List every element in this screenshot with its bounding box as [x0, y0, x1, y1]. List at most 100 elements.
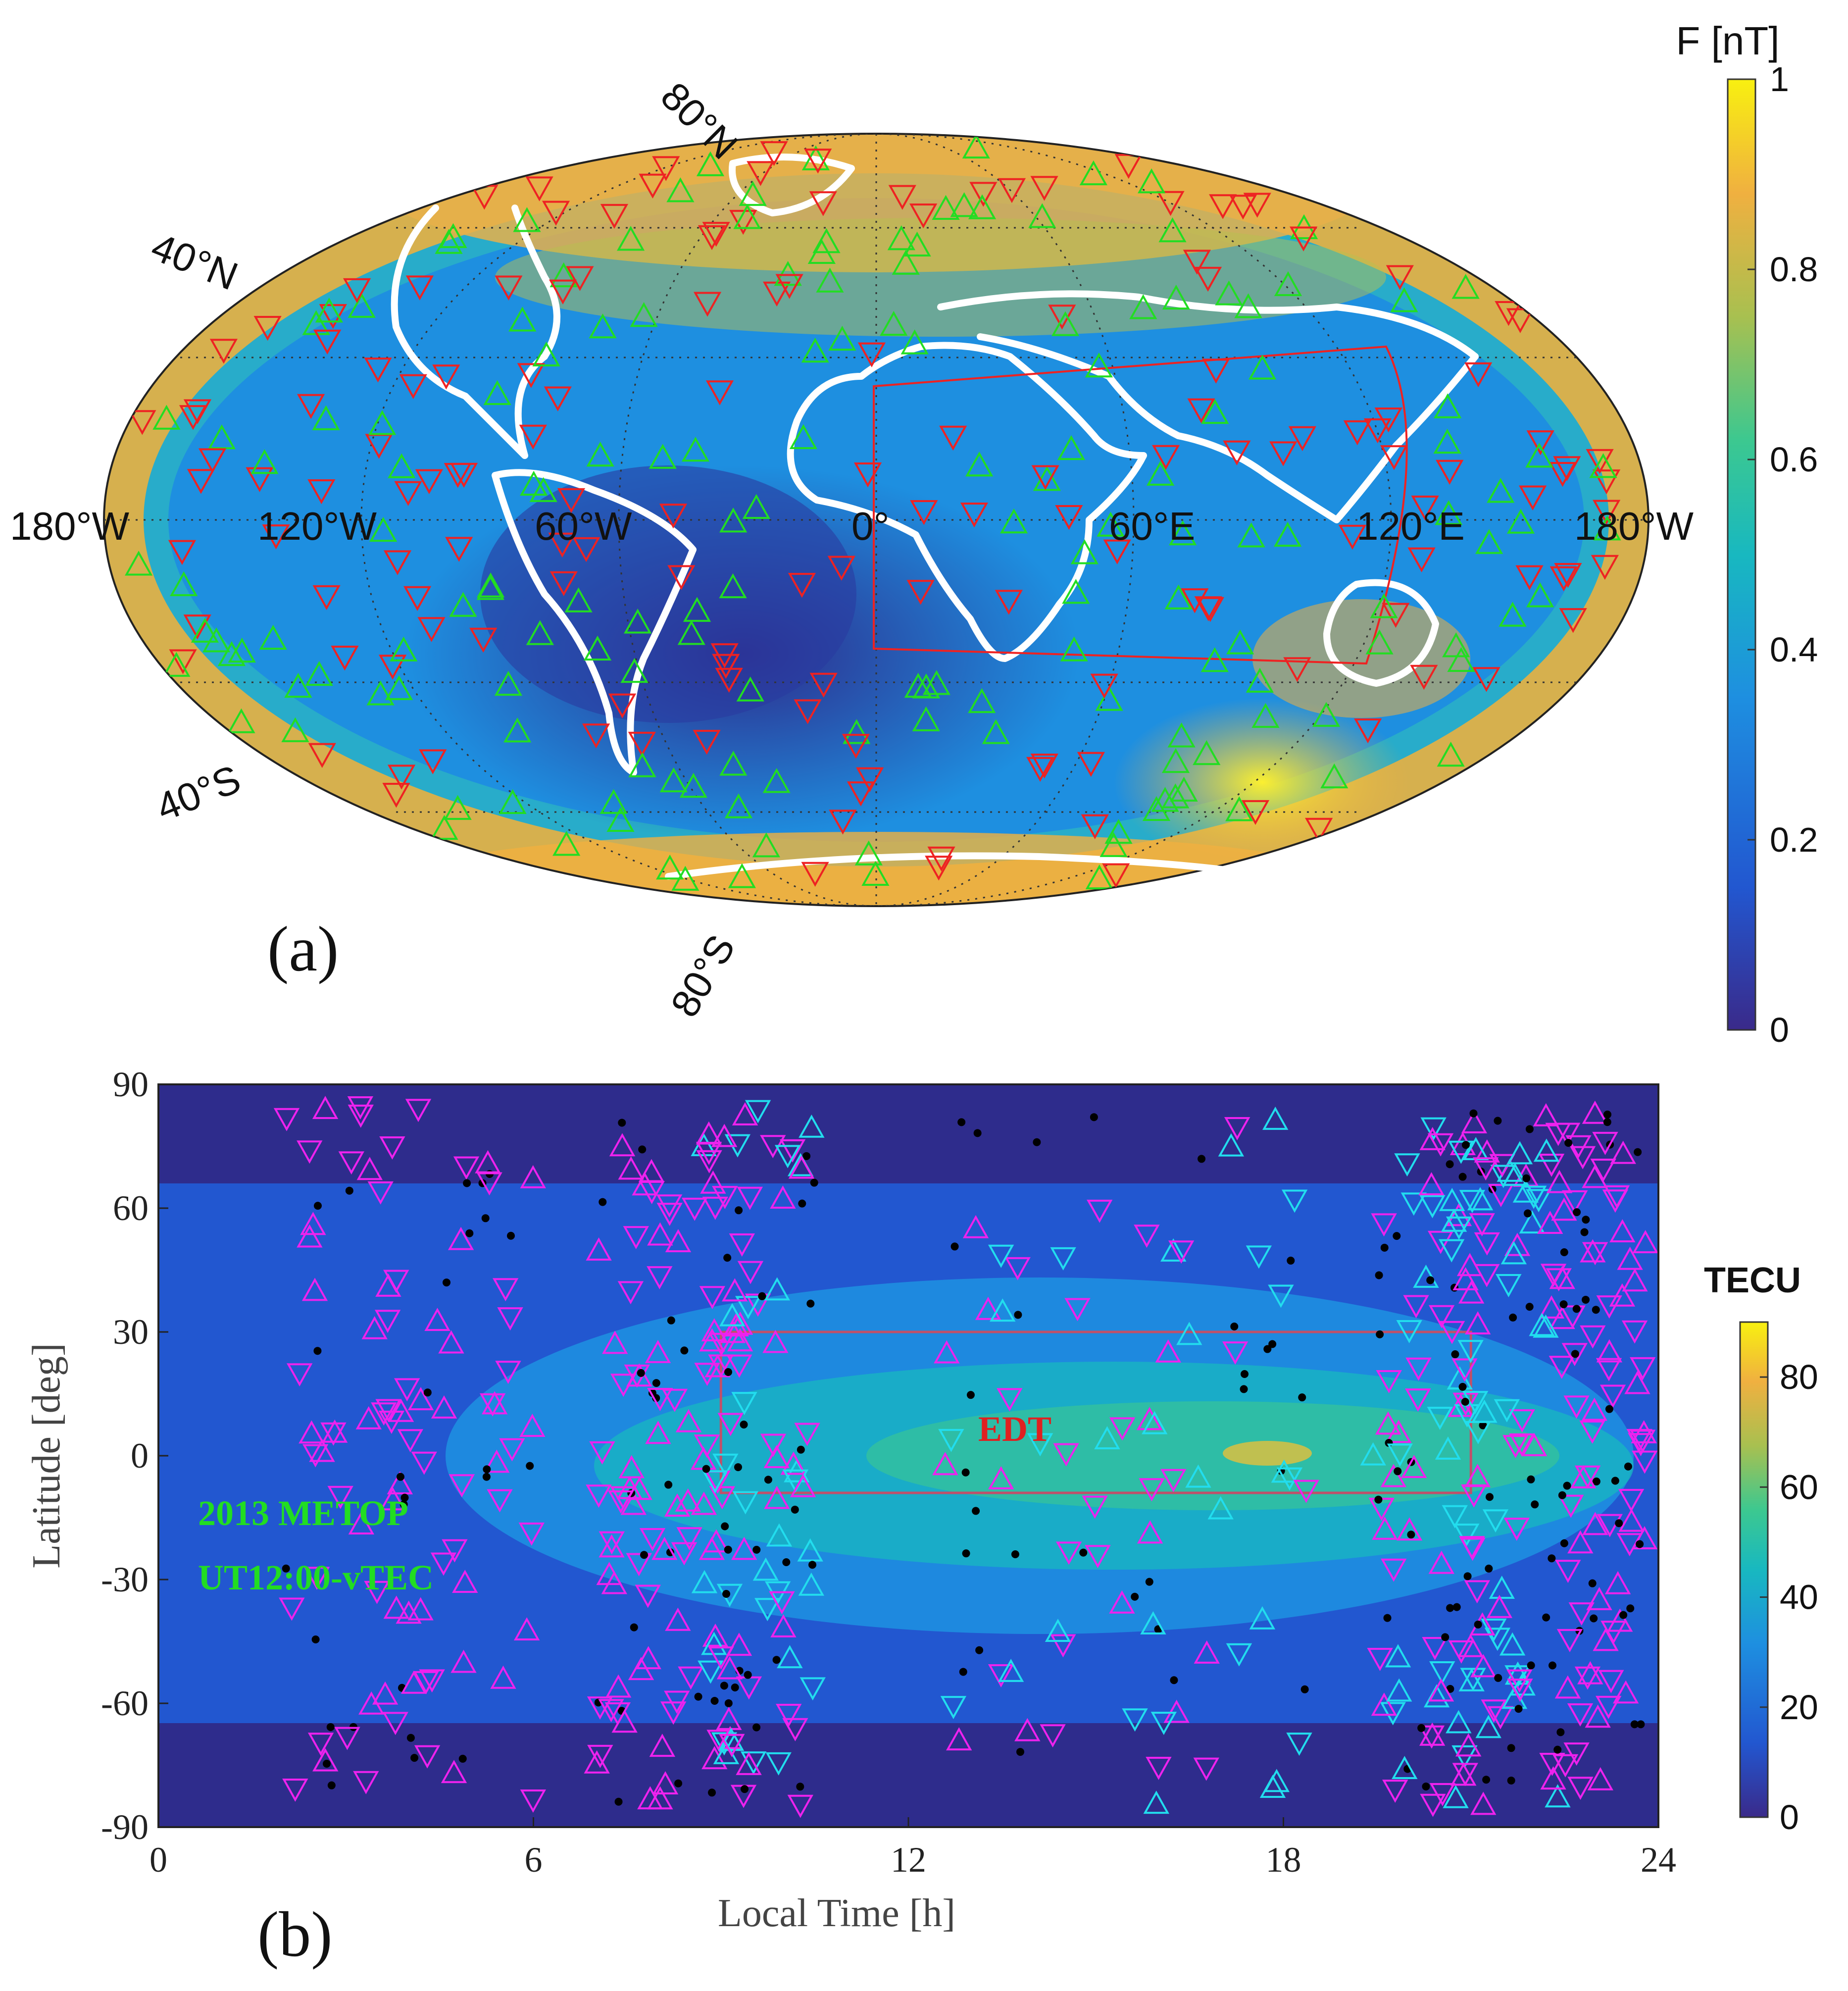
magenta-triangle — [520, 1165, 546, 1188]
red-down-marker — [827, 556, 855, 581]
label-40s: 40°S — [150, 757, 247, 830]
green-up-marker — [281, 717, 309, 742]
green-up-marker — [259, 624, 287, 650]
magenta-triangle — [1375, 1411, 1401, 1435]
green-up-marker — [880, 310, 908, 336]
metop-annotation: 2013 METOP — [198, 1493, 408, 1533]
colorbar-a: F [nT] 0 0.2 0.4 0.6 0.8 1 — [1676, 19, 1818, 1049]
magenta-triangle — [1622, 1268, 1648, 1292]
colorbar-a-tick-label: 0.4 — [1770, 630, 1818, 669]
magenta-triangle — [1609, 1283, 1636, 1307]
magenta-triangle — [1631, 1526, 1658, 1549]
magenta-triangle — [1376, 1370, 1402, 1393]
cyan-triangle — [1467, 1187, 1494, 1211]
magenta-triangle — [694, 1363, 720, 1386]
magenta-triangle — [1554, 1675, 1581, 1699]
red-down-marker — [262, 524, 290, 550]
magenta-triangle — [716, 1656, 743, 1680]
green-up-marker — [774, 260, 802, 286]
green-up-marker — [962, 134, 990, 159]
green-up-marker — [1099, 832, 1128, 857]
black-dot — [1507, 1776, 1515, 1785]
green-up-marker — [683, 597, 711, 622]
red-down-marker — [1202, 358, 1230, 384]
red-down-marker — [1196, 597, 1224, 622]
magenta-triangle — [1563, 1395, 1590, 1419]
red-down-marker — [1081, 814, 1109, 839]
magenta-triangle — [732, 1102, 758, 1125]
black-dot — [1624, 1462, 1632, 1471]
green-up-marker — [449, 592, 477, 617]
black-dot — [734, 1463, 742, 1472]
magenta-triangle — [321, 1419, 348, 1443]
magenta-triangle — [1580, 1325, 1606, 1349]
red-down-marker — [639, 173, 667, 199]
red-down-marker — [1411, 495, 1439, 521]
black-dot — [1011, 1550, 1019, 1558]
black-dot — [1461, 1141, 1470, 1149]
red-down-marker — [1548, 462, 1577, 487]
black-dot — [1441, 1633, 1449, 1641]
cyan-triangle — [799, 1677, 826, 1701]
magenta-triangle — [1598, 1670, 1624, 1693]
green-up-marker — [1589, 453, 1617, 478]
red-down-marker — [364, 357, 392, 383]
green-up-marker — [812, 228, 841, 254]
black-dot — [806, 1299, 815, 1308]
black-dot — [694, 1692, 702, 1701]
green-up-marker — [305, 661, 333, 686]
magenta-triangle — [1459, 1537, 1486, 1561]
black-dot — [1241, 1370, 1249, 1378]
magenta-triangle — [665, 1229, 692, 1252]
black-dot — [1458, 1173, 1467, 1181]
cyan-triangle — [1435, 1436, 1461, 1460]
green-up-marker — [630, 302, 658, 327]
magenta-triangle — [776, 1704, 802, 1727]
black-dot — [311, 1635, 320, 1643]
magenta-triangle — [1538, 1153, 1565, 1177]
green-up-marker — [968, 194, 997, 219]
black-dot — [313, 1202, 322, 1210]
cyan-triangle — [1453, 1524, 1480, 1547]
panel-b-label: (b) — [257, 1899, 333, 1970]
greenland-coast — [729, 153, 855, 216]
y-tick-label: -60 — [101, 1684, 149, 1723]
label-80s: 80°S — [662, 927, 744, 1024]
green-up-marker — [892, 250, 920, 275]
magenta-triangle — [599, 1531, 625, 1555]
red-down-marker — [387, 765, 416, 790]
green-up-marker — [1085, 864, 1113, 890]
black-dot — [680, 1346, 689, 1355]
magenta-triangle — [962, 1215, 989, 1238]
black-dot — [764, 1476, 772, 1484]
green-up-marker — [1062, 579, 1090, 604]
black-dot — [1522, 1174, 1531, 1182]
black-dot — [1564, 1139, 1573, 1147]
black-dot — [1494, 1674, 1502, 1682]
magenta-triangle — [709, 1486, 735, 1510]
black-dot — [1592, 1306, 1600, 1314]
magenta-triangle — [424, 1308, 450, 1331]
red-down-marker — [1183, 250, 1211, 275]
magenta-triangle — [716, 1706, 742, 1730]
magenta-triangle — [1582, 1242, 1608, 1266]
black-dot — [506, 1231, 515, 1240]
red-down-marker — [168, 540, 196, 565]
green-up-marker — [733, 204, 761, 229]
red-down-marker — [729, 209, 757, 235]
red-down-marker — [1243, 193, 1271, 218]
magenta-triangle — [1540, 1264, 1567, 1287]
green-up-marker — [513, 207, 541, 232]
magenta-triangle — [375, 1273, 401, 1297]
red-down-marker — [794, 699, 822, 724]
green-up-marker — [1225, 796, 1253, 821]
green-up-marker — [922, 670, 950, 695]
magenta-triangle — [711, 1123, 738, 1147]
cyan-triangle — [1262, 1106, 1289, 1130]
cyan-triangle — [1529, 1313, 1555, 1336]
magenta-triangle — [729, 1233, 755, 1257]
red-down-marker — [307, 479, 336, 505]
cyan-triangle — [1271, 1459, 1298, 1483]
cyan-triangle — [691, 1570, 718, 1593]
cyan-triangle — [1360, 1442, 1386, 1466]
